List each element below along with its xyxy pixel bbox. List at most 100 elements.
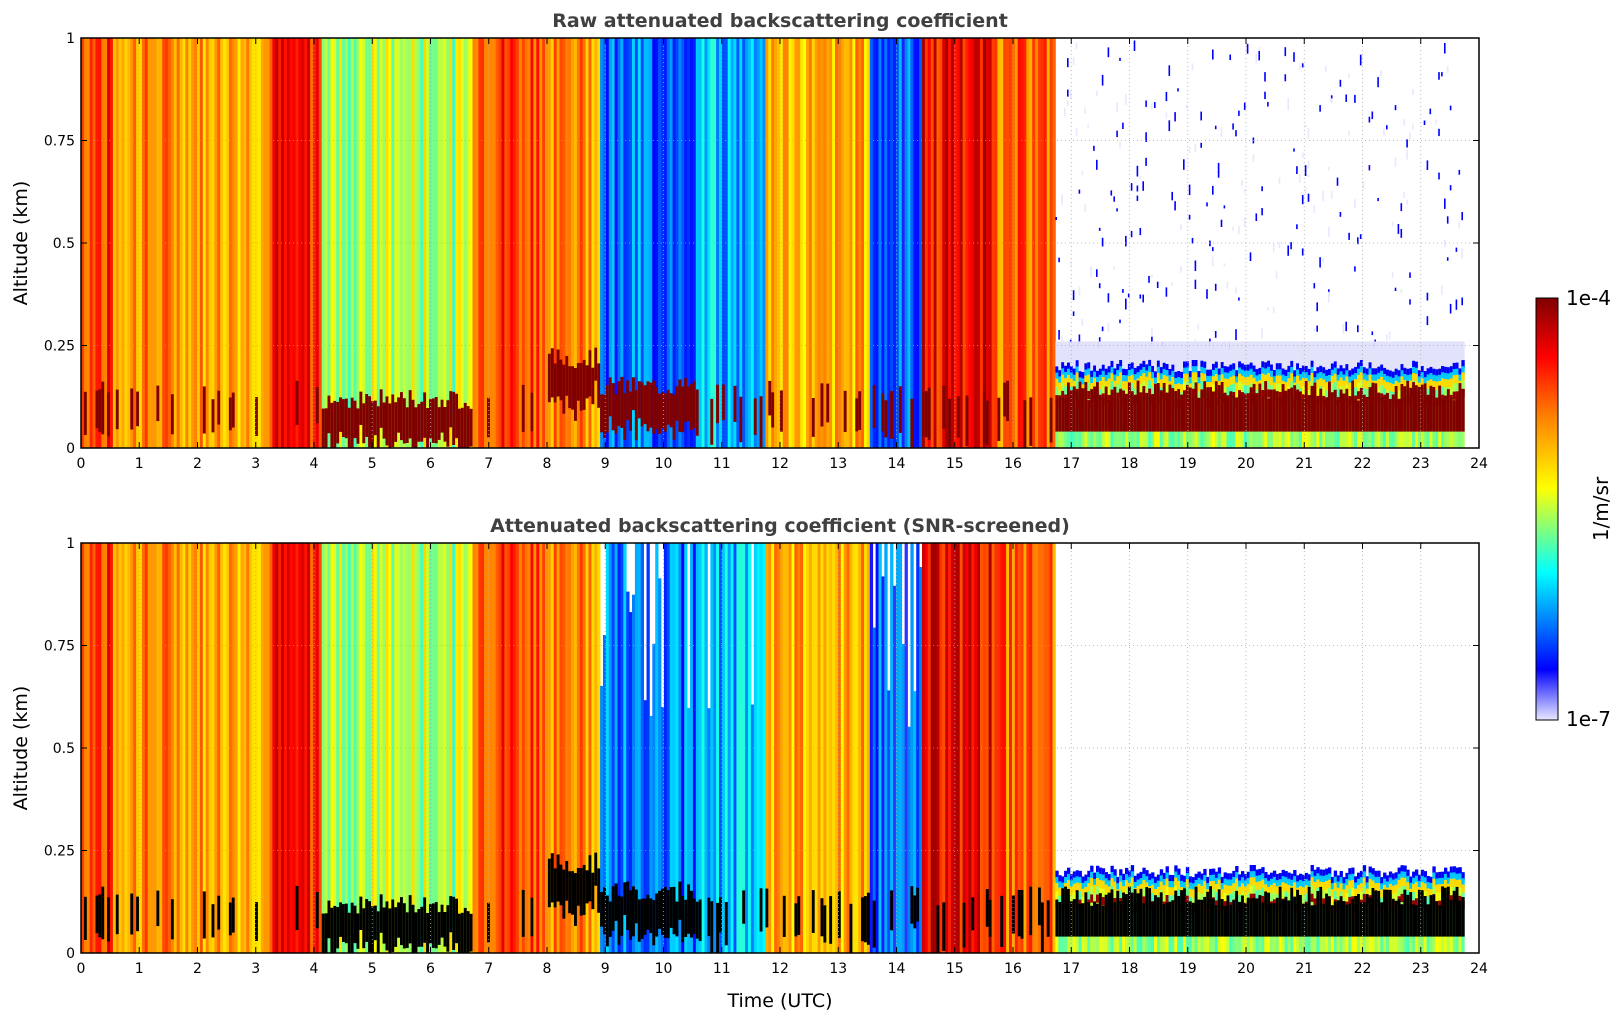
boundary-layer-band — [1429, 876, 1433, 885]
dense-layer — [652, 900, 656, 946]
boundary-layer-band — [1241, 369, 1245, 378]
heatmap-noise — [1098, 283, 1101, 289]
heatmap-noise — [1362, 181, 1365, 190]
boundary-layer-band — [1354, 882, 1358, 891]
heatmap-column — [1038, 38, 1042, 448]
heatmap-noise — [1101, 326, 1104, 332]
boundary-layer-band — [1316, 879, 1320, 888]
dense-layer — [1006, 380, 1010, 422]
heatmap-noise — [1113, 196, 1115, 202]
dense-layer — [1078, 903, 1082, 937]
heatmap-noise — [1461, 248, 1463, 259]
dense-layer — [649, 382, 653, 428]
dense-layer — [890, 391, 894, 439]
dense-layer — [768, 380, 772, 416]
heatmap-column — [724, 543, 729, 953]
heatmap-haze — [1432, 341, 1436, 369]
heatmap-noise — [1287, 97, 1289, 103]
boundary-layer-band — [1125, 375, 1129, 384]
heatmap-haze — [1449, 341, 1454, 367]
boundary-layer-band — [1174, 371, 1178, 380]
dense-layer — [1226, 895, 1230, 937]
boundary-layer-band — [1267, 360, 1271, 369]
boundary-layer-band — [1406, 869, 1410, 878]
dense-layer — [956, 396, 961, 438]
heatmap-haze — [1261, 341, 1265, 362]
boundary-layer-band — [1113, 869, 1117, 878]
heatmap-noise — [1194, 143, 1197, 152]
dense-layer — [101, 381, 105, 435]
heatmap-column — [205, 543, 209, 953]
boundary-layer-band — [1075, 876, 1079, 885]
boundary-layer-band — [1151, 366, 1155, 375]
heatmap-haze — [1212, 341, 1216, 364]
boundary-layer-band — [1406, 875, 1410, 885]
dense-layer — [611, 886, 615, 931]
heatmap-noise — [1110, 190, 1113, 196]
heatmap-noise — [1072, 290, 1075, 301]
boundary-layer-band — [1081, 372, 1085, 381]
boundary-layer-band — [1322, 898, 1326, 907]
heatmap-column — [170, 38, 175, 448]
heatmap-column — [376, 38, 381, 448]
heatmap-column — [394, 38, 398, 448]
dense-layer — [597, 363, 601, 408]
boundary-layer-band — [1420, 372, 1425, 381]
boundary-layer-band — [1142, 373, 1146, 382]
boundary-layer-band — [1243, 874, 1248, 883]
boundary-layer-band — [1281, 374, 1285, 383]
heatmap-column — [298, 543, 302, 953]
heatmap-noise — [1241, 180, 1243, 186]
heatmap-column — [1014, 38, 1019, 448]
boundary-layer-band — [1322, 379, 1326, 388]
heatmap-column — [408, 38, 412, 448]
heatmap-column — [808, 38, 813, 448]
boundary-layer-band — [1461, 872, 1465, 881]
boundary-layer-band — [1223, 366, 1227, 375]
dense-layer — [130, 388, 134, 430]
heatmap-column — [687, 707, 691, 953]
boundary-layer-band — [1330, 369, 1335, 378]
heatmap-column — [460, 543, 465, 953]
heatmap-column — [426, 38, 430, 448]
dense-layer — [997, 397, 1001, 441]
heatmap-noise — [1067, 100, 1069, 106]
dense-layer — [643, 385, 647, 425]
heatmap-haze — [1072, 341, 1077, 369]
heatmap-column — [704, 38, 708, 448]
boundary-layer-band — [1333, 876, 1338, 885]
x-tick-label: 17 — [1062, 961, 1080, 977]
dense-layer — [400, 897, 404, 946]
dense-layer — [333, 400, 337, 448]
heatmap-column — [510, 38, 514, 448]
heatmap-haze — [1069, 341, 1074, 367]
heatmap-haze — [1156, 341, 1161, 361]
heatmap-noise — [1133, 40, 1136, 51]
boundary-layer-band — [1423, 877, 1427, 886]
boundary-layer-band — [1380, 393, 1384, 402]
heatmap-noise — [1130, 183, 1133, 191]
boundary-layer-band — [1119, 881, 1123, 890]
boundary-layer-band — [1417, 874, 1422, 883]
heatmap-noise — [1238, 225, 1240, 235]
boundary-layer-band — [1336, 380, 1340, 389]
heatmap-column — [101, 543, 105, 953]
boundary-layer-band — [1377, 876, 1381, 885]
boundary-layer-band — [1261, 879, 1265, 888]
heatmap-column — [226, 38, 230, 448]
heatmap-noise — [1072, 311, 1075, 316]
boundary-layer-band — [1069, 886, 1074, 895]
heatmap-noise — [1116, 130, 1118, 138]
heatmap-column — [869, 543, 874, 953]
heatmap-haze — [1223, 341, 1227, 367]
heatmap-noise — [1304, 165, 1307, 176]
heatmap-noise — [1127, 293, 1130, 298]
boundary-layer-band — [1159, 881, 1164, 890]
boundary-layer-band — [1084, 375, 1088, 384]
boundary-layer-band — [1449, 866, 1454, 875]
boundary-layer-band — [1325, 369, 1329, 378]
dense-layer — [1119, 901, 1123, 937]
dense-layer — [228, 902, 233, 936]
heatmap-column — [678, 543, 682, 953]
heatmap-column — [286, 543, 291, 953]
